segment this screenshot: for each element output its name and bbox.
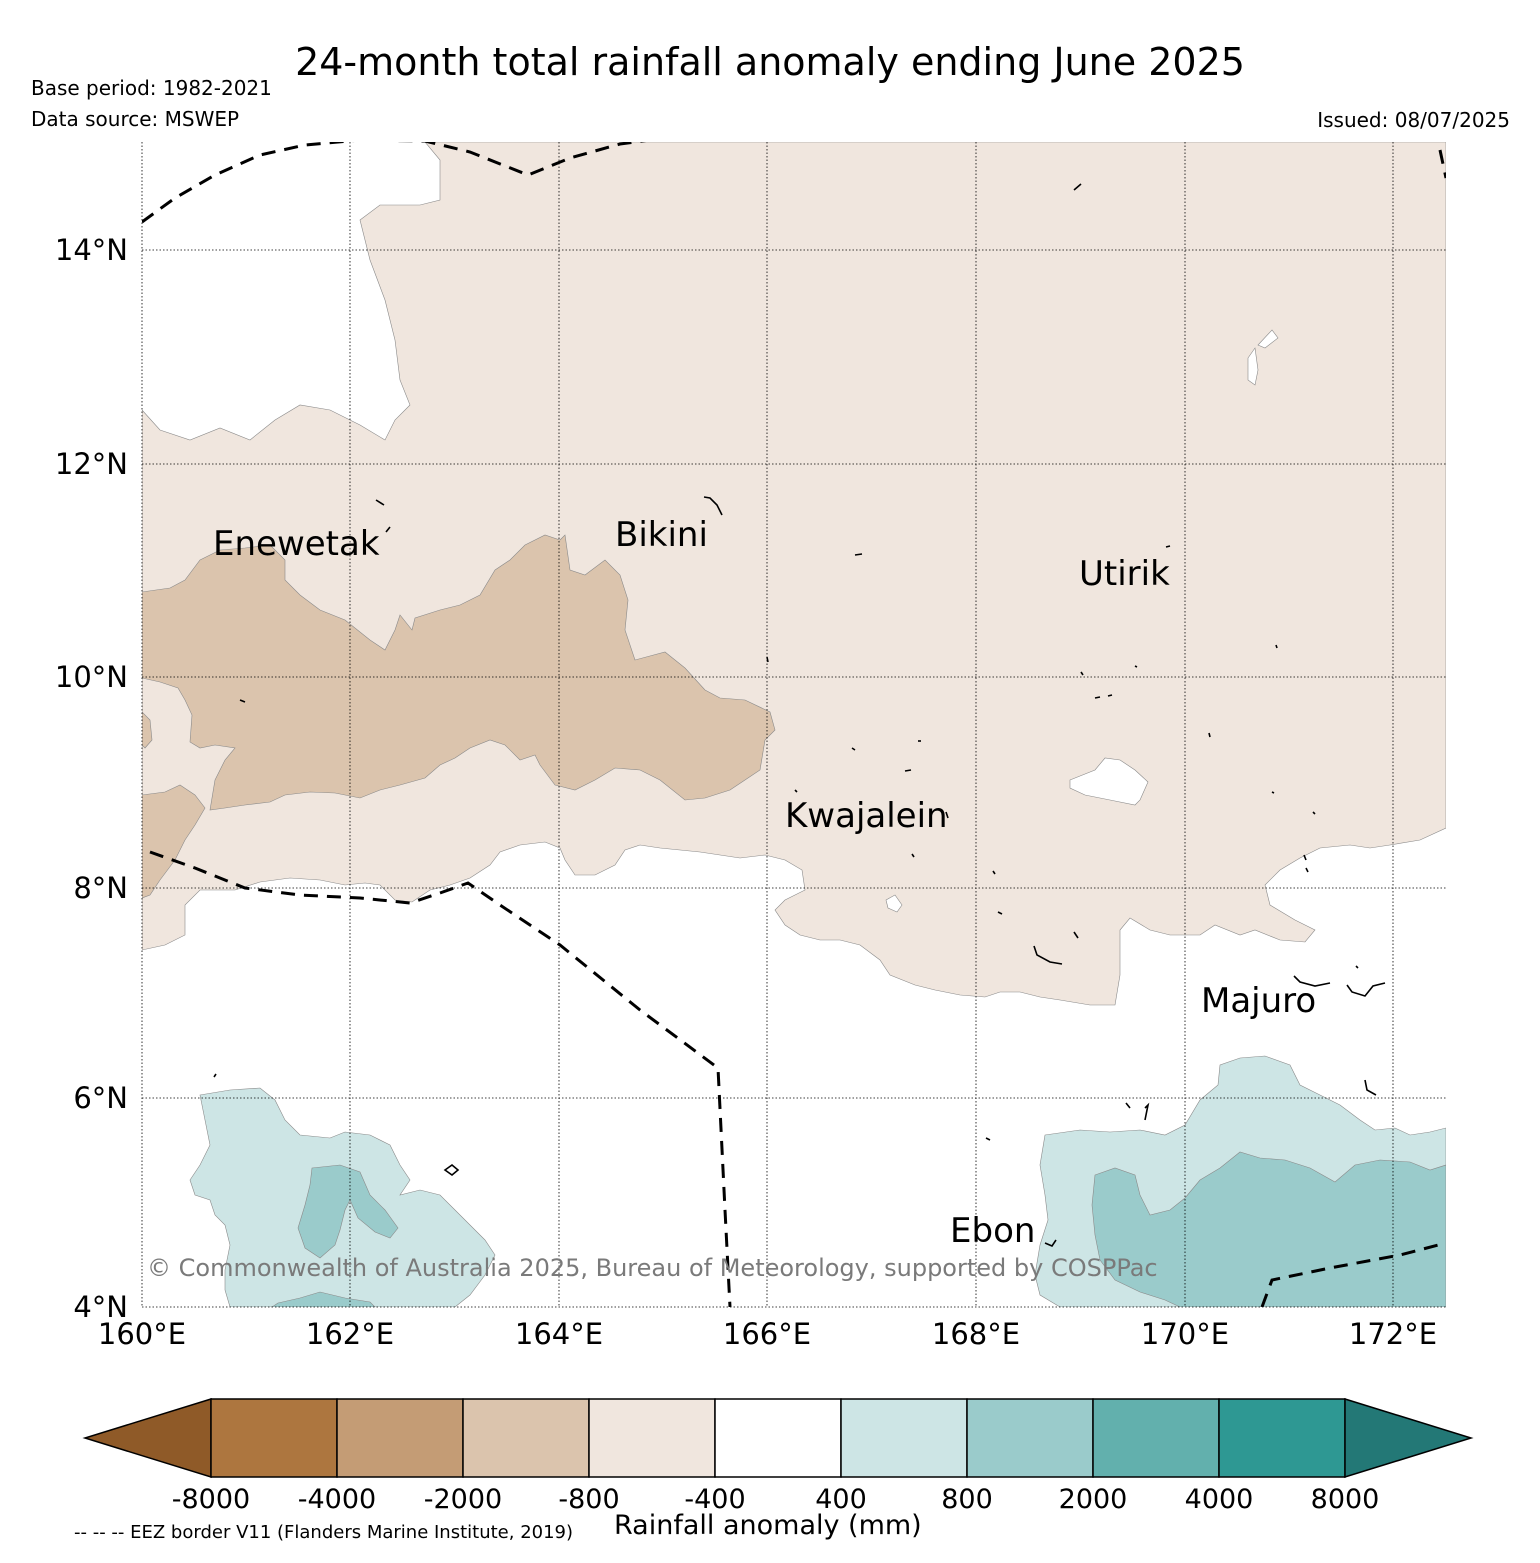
colorbar-segment [1092, 1398, 1220, 1478]
anomaly-region-medium-wet [1091, 1151, 1446, 1307]
longitude-axis: 160°E 162°E 164°E 166°E 168°E 170°E 172°… [98, 1317, 1437, 1351]
colorbar-tick: -8000 [172, 1484, 250, 1515]
colorbar-segment [840, 1398, 968, 1478]
colorbar [82, 1397, 1474, 1479]
anomaly-region-medium-dry [142, 711, 153, 749]
anomaly-region-medium-wet [271, 1291, 376, 1307]
colorbar-segment [336, 1398, 464, 1478]
lat-label: 8°N [73, 871, 128, 905]
copyright-notice: © Commonwealth of Australia 2025, Bureau… [147, 1254, 1158, 1282]
eez-legend-note: -- -- -- EEZ border V11 (Flanders Marine… [74, 1522, 574, 1543]
lat-label: 12°N [55, 447, 128, 481]
lon-label: 170°E [1141, 1317, 1229, 1351]
place-label-utirik: Utirik [1079, 554, 1170, 594]
lat-label: 4°N [73, 1290, 128, 1324]
colorbar-tick: 4000 [1185, 1484, 1254, 1515]
colorbar-tick: -2000 [424, 1484, 502, 1515]
place-label-kwajalein: Kwajalein [785, 796, 948, 836]
lon-label: 168°E [932, 1317, 1020, 1351]
graticule [141, 142, 1446, 1308]
eez-border [142, 142, 1446, 1307]
data-source: Data source: MSWEP [31, 107, 240, 131]
colorbar-tick: -4000 [298, 1484, 376, 1515]
anomaly-hole [885, 894, 903, 913]
anomaly-hole [1069, 757, 1149, 806]
colorbar-segment [966, 1398, 1094, 1478]
lat-label: 6°N [73, 1081, 128, 1115]
lat-label: 10°N [55, 660, 128, 694]
colorbar-extend-low [82, 1397, 212, 1479]
lon-label: 160°E [98, 1317, 186, 1351]
colorbar-segment [1218, 1398, 1346, 1478]
place-labels: Enewetak Bikini Utirik Kwajalein Majuro … [213, 515, 1316, 1251]
place-label-majuro: Majuro [1201, 981, 1316, 1021]
issued-date: Issued: 08/07/2025 [1317, 108, 1510, 132]
latitude-axis: 14°N 12°N 10°N 8°N 6°N 4°N [55, 233, 128, 1324]
lon-label: 162°E [306, 1317, 394, 1351]
base-period: Base period: 1982-2021 [31, 76, 272, 100]
lon-label: 172°E [1349, 1317, 1437, 1351]
colorbar-tick: 400 [815, 1484, 867, 1515]
colorbar-segment [714, 1398, 842, 1478]
colorbar-label: Rainfall anomaly (mm) [614, 1510, 922, 1541]
colorbar-tick: -400 [684, 1484, 745, 1515]
colorbar-tick: 8000 [1311, 1484, 1380, 1515]
map-title: 24-month total rainfall anomaly ending J… [295, 40, 1245, 84]
lon-label: 164°E [515, 1317, 603, 1351]
colorbar-tick: 2000 [1059, 1484, 1128, 1515]
anomaly-region-light-dry [142, 142, 1446, 1006]
lat-label: 14°N [55, 233, 128, 267]
place-label-ebon: Ebon [950, 1211, 1035, 1251]
colorbar-segment [588, 1398, 716, 1478]
anomaly-fill-layer [142, 142, 1446, 1307]
colorbar-tick: -800 [558, 1484, 619, 1515]
place-label-bikini: Bikini [615, 515, 708, 555]
colorbar-segment [210, 1398, 338, 1478]
place-label-enewetak: Enewetak [213, 524, 380, 564]
lon-label: 166°E [723, 1317, 811, 1351]
anomaly-hole [1247, 329, 1279, 386]
colorbar-extend-high [1344, 1397, 1474, 1479]
colorbar-ticks: -8000 -4000 -2000 -800 -400 400 800 2000… [172, 1484, 1380, 1515]
colorbar-segment [462, 1398, 590, 1478]
island-outlines [213, 183, 1386, 1247]
colorbar-tick: 800 [941, 1484, 993, 1515]
anomaly-region-medium-dry [142, 534, 776, 811]
anomaly-region-medium-dry [142, 784, 206, 899]
